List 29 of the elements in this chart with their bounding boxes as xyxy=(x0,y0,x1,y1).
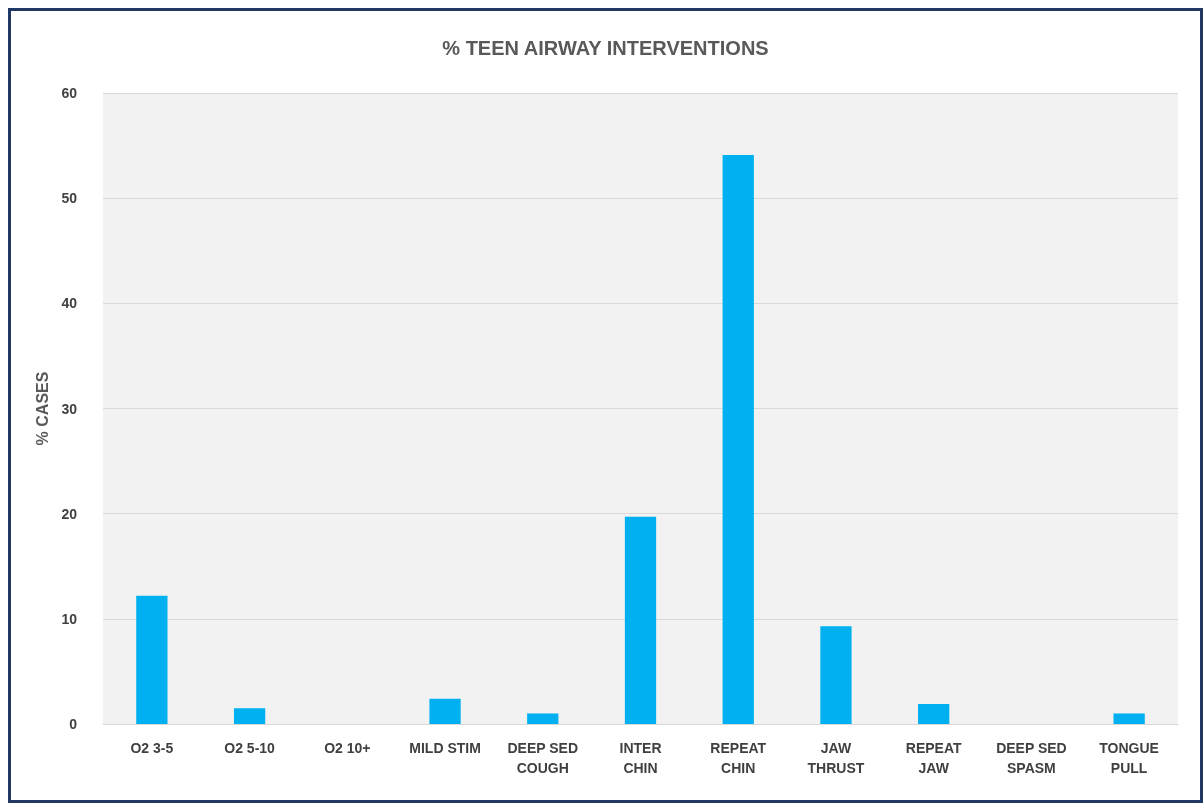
y-tick-label: 40 xyxy=(61,295,78,312)
bar xyxy=(820,626,852,724)
x-tick-label: O2 5-10 xyxy=(224,740,276,756)
y-tick-label: 60 xyxy=(61,85,78,101)
x-tick-label: JAW THRUST xyxy=(807,740,865,776)
x-tick-label: O2 10+ xyxy=(324,740,371,756)
x-tick-label: REPEAT JAW xyxy=(905,740,962,776)
y-tick-label: 20 xyxy=(61,505,78,522)
bar xyxy=(233,708,266,724)
x-tick-label: DEEP SED SPASM xyxy=(996,740,1067,776)
x-tick-label: DEEP SED COUGH xyxy=(507,740,579,776)
bar xyxy=(1113,713,1145,724)
y-tick-label: 10 xyxy=(61,610,78,627)
y-tick-label: 0 xyxy=(69,716,78,732)
x-tick-label: INTER CHIN xyxy=(619,740,662,776)
x-tick-label: MILD STIM xyxy=(409,740,481,756)
x-tick-label: O2 3-5 xyxy=(130,740,174,756)
x-tick-label: REPEAT CHIN xyxy=(710,740,767,776)
bar xyxy=(136,595,168,724)
x-tick-label: TONGUE PULL xyxy=(1099,740,1159,776)
bar xyxy=(722,155,754,724)
y-axis-title: % CASES xyxy=(34,371,52,446)
y-tick-label: 30 xyxy=(61,400,78,417)
chart-title: % TEEN AIRWAY INTERVENTIONS xyxy=(442,37,769,59)
bar xyxy=(624,516,657,724)
bar xyxy=(918,704,950,724)
bar xyxy=(527,713,559,724)
bar xyxy=(429,698,461,724)
y-tick-label: 50 xyxy=(61,190,78,207)
